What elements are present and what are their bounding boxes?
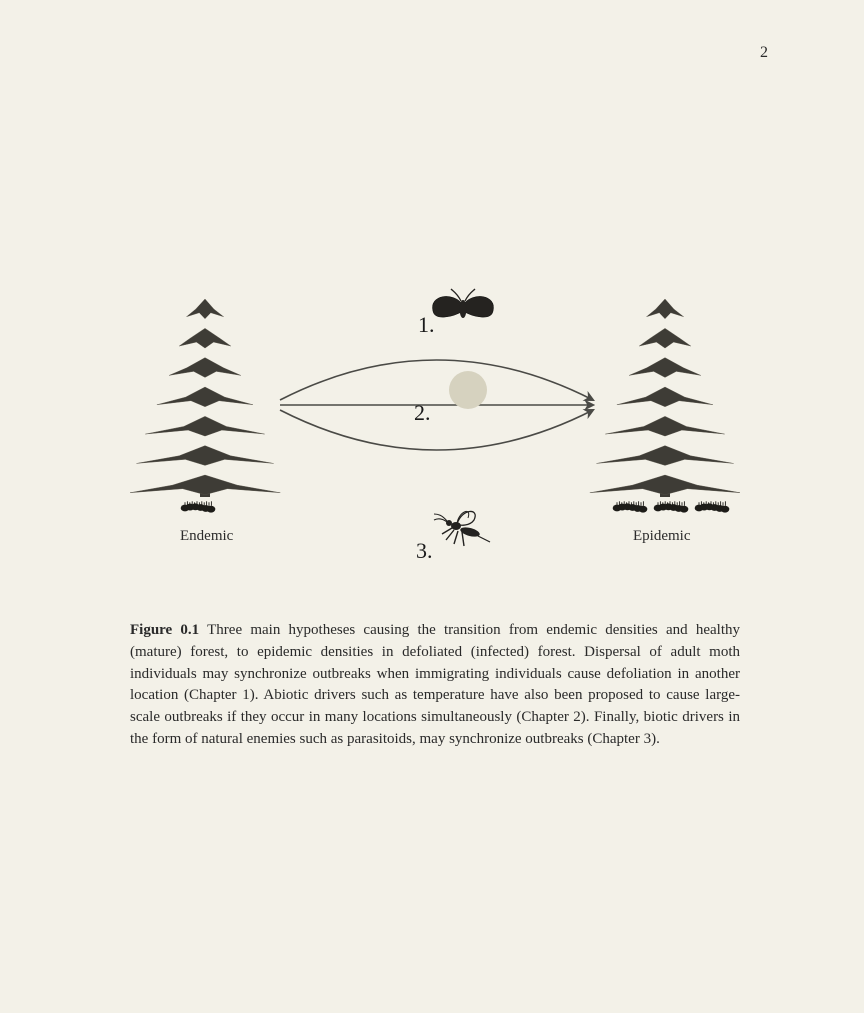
arrow-top [280, 360, 593, 400]
moth-icon [433, 289, 494, 318]
larva-icon [181, 501, 216, 512]
larva-icon [695, 501, 730, 512]
tree-icon [590, 299, 740, 497]
epidemic-label: Epidemic [633, 528, 690, 545]
diagram: 1. 2. 3. Endemic Epidemic [130, 270, 740, 580]
arrow-bottom [280, 410, 593, 450]
figure: 1. 2. 3. Endemic Epidemic Figure 0.1 Thr… [130, 270, 740, 751]
figure-caption: Figure 0.1 Three main hypotheses causing… [130, 620, 740, 751]
wasp-icon [434, 511, 490, 546]
endemic-label: Endemic [180, 528, 233, 545]
page-number: 2 [760, 44, 768, 62]
caption-label: Figure 0.1 [130, 622, 199, 638]
larva-icon [613, 501, 648, 512]
path-label-1: 1. [418, 312, 435, 338]
larva-icon [654, 501, 689, 512]
path-label-2: 2. [414, 400, 431, 426]
sun-icon [449, 371, 487, 409]
caption-text: Three main hypotheses causing the transi… [130, 622, 740, 747]
path-label-3: 3. [416, 538, 433, 564]
tree-icon [130, 299, 280, 497]
